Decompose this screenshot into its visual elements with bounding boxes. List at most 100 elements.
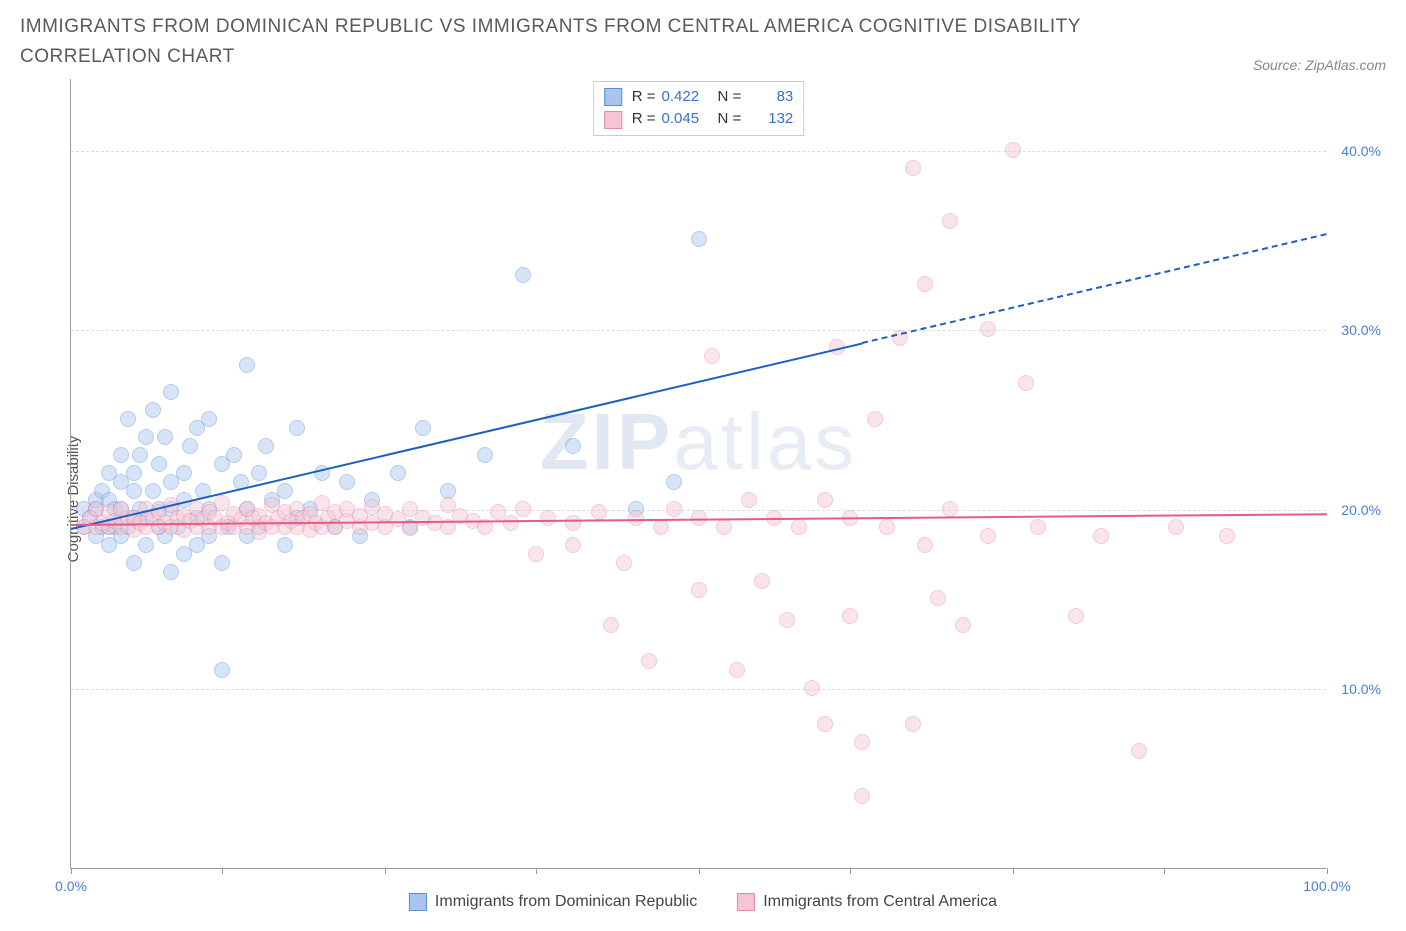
scatter-point-dr: [277, 483, 293, 499]
chart-title: IMMIGRANTS FROM DOMINICAN REPUBLIC VS IM…: [20, 12, 1120, 73]
legend-stat-row-dr: R =0.422N =83: [604, 86, 794, 109]
scatter-point-dr: [126, 465, 142, 481]
scatter-point-ca: [704, 348, 720, 364]
legend-stat-row-ca: R = 0.045 N =132: [604, 108, 794, 131]
y-tick-label: 10.0%: [1341, 681, 1381, 697]
scatter-point-dr: [182, 438, 198, 454]
y-tick-label: 20.0%: [1341, 502, 1381, 518]
legend-item-dr: Immigrants from Dominican Republic: [409, 893, 697, 911]
scatter-point-ca: [842, 608, 858, 624]
scatter-point-ca: [917, 537, 933, 553]
scatter-point-ca: [515, 501, 531, 517]
scatter-point-ca: [616, 555, 632, 571]
scatter-point-dr: [120, 411, 136, 427]
scatter-point-dr: [145, 483, 161, 499]
chart-container: Cognitive Disability ZIPatlas R =0.422N …: [20, 79, 1386, 919]
scatter-point-dr: [201, 411, 217, 427]
n-label: N =: [718, 108, 742, 131]
scatter-point-ca: [942, 213, 958, 229]
trend-line: [862, 233, 1327, 344]
scatter-point-ca: [628, 510, 644, 526]
scatter-point-ca: [716, 519, 732, 535]
scatter-point-dr: [157, 429, 173, 445]
x-tick: [536, 868, 537, 874]
scatter-point-ca: [955, 617, 971, 633]
scatter-point-ca: [791, 519, 807, 535]
r-label: R =: [632, 108, 656, 131]
legend-label: Immigrants from Dominican Republic: [435, 893, 697, 911]
scatter-point-dr: [251, 465, 267, 481]
scatter-point-ca: [942, 501, 958, 517]
x-tick-label: 0.0%: [55, 878, 87, 894]
scatter-point-dr: [226, 447, 242, 463]
x-tick: [222, 868, 223, 874]
scatter-point-dr: [132, 447, 148, 463]
scatter-point-ca: [565, 537, 581, 553]
scatter-point-ca: [817, 716, 833, 732]
legend-stats-box: R =0.422N =83R = 0.045 N =132: [593, 81, 805, 136]
scatter-point-dr: [515, 267, 531, 283]
r-value: 0.045: [662, 108, 708, 131]
scatter-point-ca: [1093, 528, 1109, 544]
scatter-point-ca: [653, 519, 669, 535]
plot-area: ZIPatlas R =0.422N =83R =0.045N =132 10.…: [70, 79, 1326, 869]
scatter-point-ca: [1068, 608, 1084, 624]
scatter-point-dr: [691, 231, 707, 247]
legend-label: Immigrants from Central America: [763, 893, 997, 911]
scatter-point-ca: [980, 528, 996, 544]
legend-swatch: [604, 88, 622, 106]
scatter-point-ca: [905, 716, 921, 732]
r-label: R =: [632, 86, 656, 109]
scatter-point-ca: [867, 411, 883, 427]
scatter-point-dr: [126, 483, 142, 499]
scatter-point-ca: [930, 590, 946, 606]
scatter-point-dr: [214, 662, 230, 678]
scatter-point-dr: [390, 465, 406, 481]
scatter-point-dr: [339, 474, 355, 490]
scatter-point-ca: [1005, 142, 1021, 158]
scatter-point-ca: [1219, 528, 1235, 544]
n-value: 83: [747, 86, 793, 109]
scatter-point-ca: [905, 160, 921, 176]
scatter-point-ca: [1168, 519, 1184, 535]
scatter-point-ca: [779, 612, 795, 628]
scatter-point-ca: [591, 504, 607, 520]
legend-swatch: [409, 893, 427, 911]
scatter-point-ca: [540, 510, 556, 526]
scatter-point-ca: [854, 734, 870, 750]
scatter-point-dr: [138, 537, 154, 553]
n-value: 132: [747, 108, 793, 131]
scatter-point-ca: [603, 617, 619, 633]
scatter-point-ca: [879, 519, 895, 535]
scatter-point-dr: [477, 447, 493, 463]
scatter-point-ca: [817, 492, 833, 508]
gridline-h: [71, 151, 1326, 152]
scatter-point-ca: [804, 680, 820, 696]
legend-bottom: Immigrants from Dominican Republic Immigr…: [409, 893, 997, 911]
scatter-point-dr: [113, 447, 129, 463]
watermark: ZIPatlas: [540, 396, 857, 488]
scatter-point-dr: [151, 456, 167, 472]
scatter-point-ca: [741, 492, 757, 508]
y-tick-label: 40.0%: [1341, 143, 1381, 159]
x-tick: [699, 868, 700, 874]
scatter-point-dr: [277, 537, 293, 553]
scatter-point-dr: [163, 384, 179, 400]
scatter-point-ca: [641, 653, 657, 669]
scatter-point-ca: [729, 662, 745, 678]
x-tick: [850, 868, 851, 874]
scatter-point-dr: [126, 555, 142, 571]
source-credit: Source: ZipAtlas.com: [1253, 57, 1386, 73]
x-tick: [1327, 868, 1328, 874]
scatter-point-ca: [565, 515, 581, 531]
scatter-point-ca: [917, 276, 933, 292]
scatter-point-dr: [176, 465, 192, 481]
legend-swatch: [604, 111, 622, 129]
scatter-point-ca: [1030, 519, 1046, 535]
gridline-h: [71, 689, 1326, 690]
n-label: N =: [718, 86, 742, 109]
scatter-point-ca: [754, 573, 770, 589]
x-tick: [385, 868, 386, 874]
scatter-point-dr: [145, 402, 161, 418]
scatter-point-ca: [528, 546, 544, 562]
